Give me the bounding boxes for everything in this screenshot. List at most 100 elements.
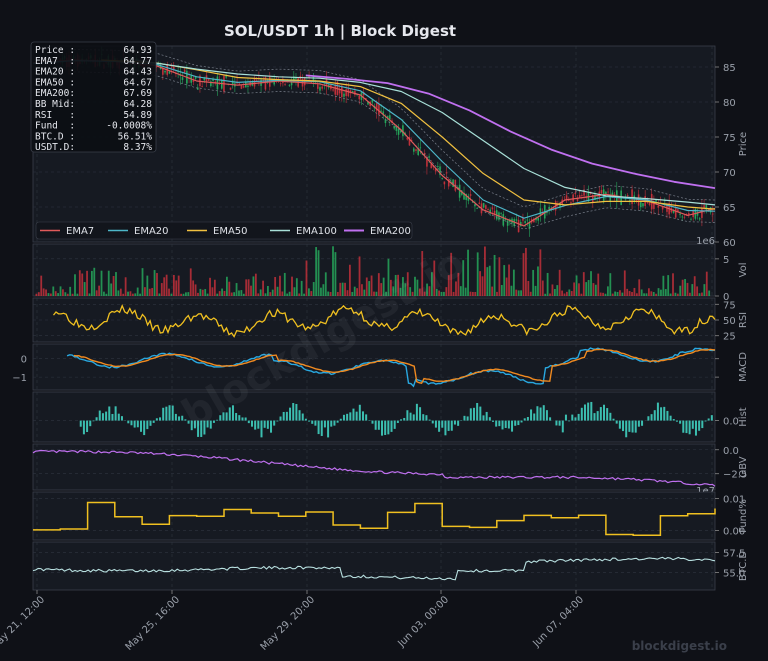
volume-bar: [312, 282, 315, 296]
candle-body: [399, 130, 402, 133]
hist-bar: [679, 420, 682, 424]
hist-bar: [203, 420, 206, 435]
hist-bar: [431, 420, 434, 424]
hist-bar: [599, 407, 602, 421]
volume-bar: [341, 282, 344, 296]
hist-bar: [580, 407, 583, 421]
hist-bar: [282, 411, 285, 421]
candle-body: [179, 75, 182, 76]
volume-bar: [336, 291, 339, 296]
hist-bar: [266, 420, 269, 429]
candle-body: [358, 95, 361, 100]
candle-body: [345, 89, 347, 96]
candle-body: [648, 202, 651, 205]
volume-bar: [592, 283, 595, 296]
volume-bar: [240, 290, 243, 296]
volume-bar: [103, 291, 105, 296]
volume-bar: [568, 289, 571, 296]
candle-body: [696, 211, 699, 216]
hist-bar: [704, 420, 707, 422]
volume-bar: [573, 282, 576, 296]
volume-bar: [286, 293, 289, 296]
hist-bar: [231, 405, 234, 421]
volume-bar: [469, 291, 472, 296]
hist-bar: [311, 420, 314, 424]
volume-bar: [93, 267, 96, 296]
legend-label-ema20: EMA20: [134, 226, 169, 237]
volume-bar: [129, 291, 132, 296]
volume-bar: [235, 283, 238, 296]
volume-bar: [37, 292, 40, 296]
hist-bar: [384, 420, 387, 435]
candle-body: [524, 221, 526, 223]
volume-bar: [380, 283, 383, 296]
volume-bar: [52, 286, 55, 296]
candle-body: [292, 76, 295, 83]
candle-body: [491, 207, 494, 210]
info-value: 56.51%: [118, 131, 153, 142]
legend: EMA7 EMA20 EMA50 EMA100 EMA200: [35, 221, 413, 240]
volume-bar: [254, 273, 257, 296]
candle-body: [264, 77, 267, 90]
volume-bar: [645, 293, 648, 296]
hist-bar: [184, 419, 187, 421]
candle-body: [351, 91, 354, 93]
candle-body: [607, 191, 609, 193]
hist-bar: [587, 402, 590, 421]
info-value: 8.37%: [123, 142, 152, 153]
panel-frame: [32, 391, 716, 443]
candle-body: [712, 213, 714, 215]
candle-body: [332, 89, 334, 91]
candle-body: [504, 218, 507, 221]
hist-bar: [463, 415, 466, 421]
candle-body: [413, 148, 415, 152]
candle-body: [679, 213, 681, 215]
volume-bar: [209, 277, 211, 296]
volume-bar: [83, 282, 86, 296]
candle-body: [255, 79, 258, 81]
hist-bar: [336, 420, 339, 423]
candle-body: [201, 86, 203, 88]
hist-bar: [197, 420, 200, 437]
info-label: EMA200:: [35, 88, 75, 99]
volume-bar: [288, 291, 291, 296]
volume-bar: [95, 290, 98, 296]
volume-bar: [144, 287, 146, 296]
hist-bar: [216, 419, 219, 421]
candle-body: [402, 125, 404, 137]
candle-body: [600, 189, 603, 194]
candle-body: [172, 67, 175, 70]
candle-body: [417, 148, 419, 155]
volume-bar: [327, 291, 330, 296]
volume-bar: [452, 291, 455, 296]
candle-body: [168, 71, 171, 74]
volume-bar: [537, 266, 539, 296]
hist-bar: [545, 410, 548, 421]
volume-bar: [127, 291, 129, 296]
ytick-label: 65: [723, 203, 736, 214]
volume-bar: [676, 293, 679, 296]
legend-label-ema100: EMA100: [296, 226, 337, 237]
hist-bar: [422, 414, 425, 421]
hist-bar: [371, 420, 374, 424]
volume-bar: [551, 284, 554, 296]
volume-bar: [370, 275, 373, 296]
volume-bar: [115, 272, 117, 296]
volume-bar: [517, 290, 520, 296]
signal-line: [73, 348, 716, 384]
hist-bar: [425, 415, 428, 421]
ylabel: RSI: [738, 312, 749, 328]
candle-body: [408, 137, 411, 146]
volume-bar: [267, 286, 269, 296]
ytick-label: 0.0: [723, 417, 739, 428]
candle-body: [445, 172, 448, 174]
hist-bar: [298, 410, 301, 421]
candle-body: [458, 184, 461, 198]
volume-bar: [148, 288, 151, 296]
candle-body: [467, 195, 470, 201]
volume-bar: [418, 288, 421, 296]
volume-bar: [322, 284, 325, 296]
candle-body: [220, 79, 223, 89]
